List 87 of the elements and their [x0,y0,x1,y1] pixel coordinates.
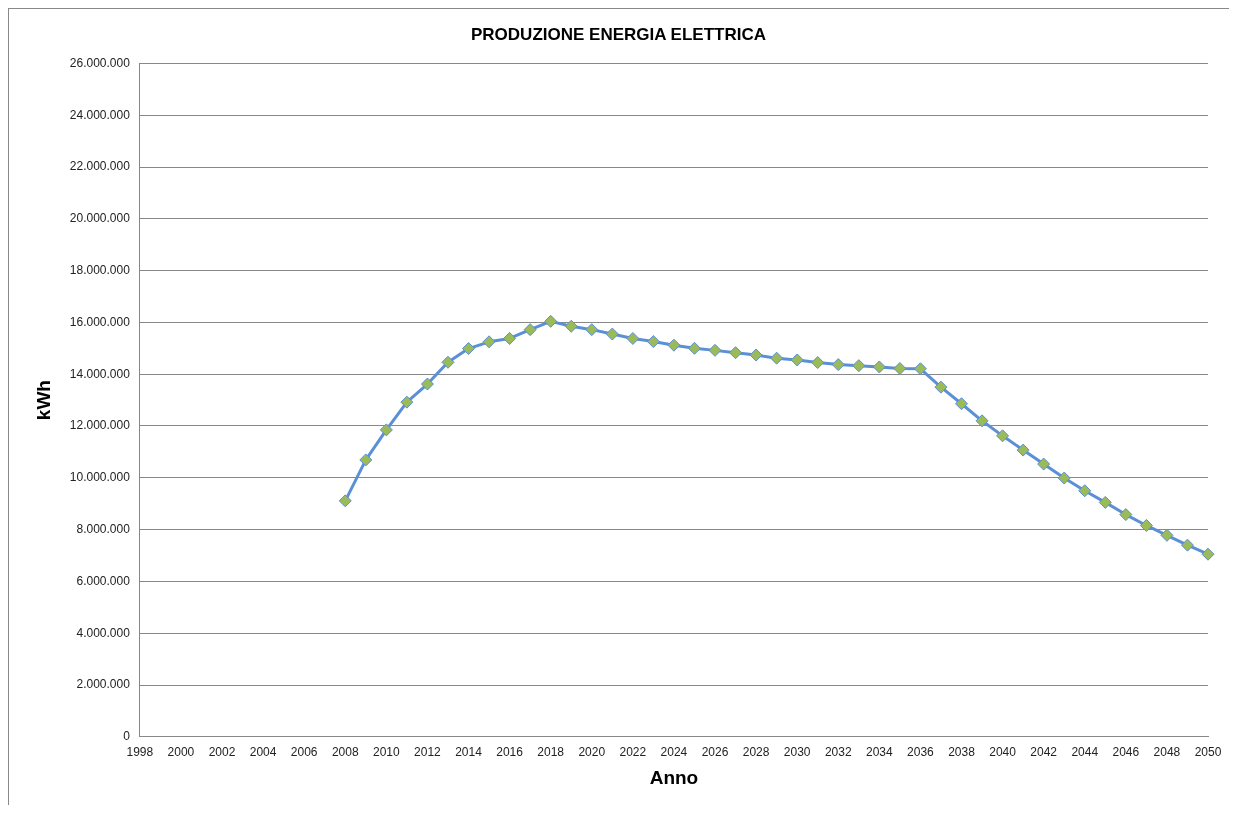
y-tick-label: 26.000.000 [69,55,131,70]
point [893,362,907,375]
x-tick-label: 2024 [660,745,688,760]
point [1016,443,1030,457]
x-tick-label: 2020 [578,745,606,760]
point [359,453,373,467]
point [996,429,1010,443]
x-tick-label: 2032 [824,745,852,760]
x-tick-label: 2048 [1153,745,1181,760]
y-axis-title: kWh [32,380,54,421]
point [975,414,989,428]
point [646,335,660,349]
point [379,423,393,437]
point [667,338,681,352]
point [708,343,722,357]
y-tick-label: 6.000.000 [76,573,131,588]
y-tick-label: 20.000.000 [69,211,131,226]
point [770,351,784,365]
x-axis-title: Anno [649,766,699,788]
point [955,397,969,411]
point [1180,538,1194,552]
x-tick-label: 2022 [619,745,647,760]
point [1057,471,1071,485]
point [1078,484,1092,498]
x-tick-label: 2050 [1194,745,1222,760]
y-tick-label: 0 [123,729,131,744]
point [564,319,578,333]
x-tick-label: 2006 [290,745,318,760]
y-tick-label: 24.000.000 [69,107,131,122]
x-tick-label: 2004 [249,745,277,760]
point [1037,457,1051,471]
point [400,395,414,409]
x-tick-label: 2038 [948,745,976,760]
point [790,353,804,367]
x-tick-label: 2000 [167,745,195,760]
x-tick-label: 2046 [1112,745,1140,760]
x-tick-label: 2010 [373,745,401,760]
point [831,358,845,372]
point [482,335,496,349]
y-tick-label: 8.000.000 [76,521,131,536]
x-tick-label: 2026 [701,745,729,760]
point [585,323,599,337]
y-tick-label: 14.000.000 [69,366,131,381]
point [462,342,476,356]
x-tick-label: 2034 [865,745,894,760]
point [749,348,763,362]
point [872,360,886,374]
y-tick-label: 22.000.000 [69,159,131,174]
point [1201,547,1215,561]
x-tick-label: 2016 [496,745,524,760]
point [420,377,434,391]
x-tick-label: 2040 [989,745,1017,760]
point [852,359,866,373]
point [338,494,352,508]
point [934,380,948,394]
x-tick-label: 2030 [783,745,811,760]
x-tick-label: 2044 [1071,745,1099,760]
point [503,331,517,345]
point [1119,508,1133,522]
x-tick-label: 2036 [907,745,935,760]
y-tick-label: 18.000.000 [69,262,131,277]
point [913,362,927,376]
point [811,356,825,370]
point [523,323,537,337]
x-tick-label: 2014 [455,745,483,760]
point [1139,518,1153,532]
point [687,341,701,355]
chart-title: PRODUZIONE ENERGIA ELETTRICA [471,24,766,44]
y-tick-label: 4.000.000 [76,625,131,640]
point [605,327,619,341]
x-tick-label: 2028 [742,745,770,760]
x-tick-label: 2042 [1030,745,1058,760]
point [1160,528,1174,542]
point [544,314,558,328]
point [626,331,640,345]
x-tick-label: 2008 [331,745,359,760]
y-tick-label: 12.000.000 [69,418,131,433]
point [1098,495,1112,509]
y-tick-label: 16.000.000 [69,314,131,329]
y-tick-label: 2.000.000 [76,677,131,692]
x-tick-label: 2012 [414,745,442,760]
x-tick-label: 2002 [208,745,236,760]
point [441,355,455,369]
y-tick-label: 10.000.000 [69,470,131,485]
x-tick-label: 1998 [126,745,154,760]
x-tick-label: 2018 [537,745,565,760]
point [729,346,743,360]
